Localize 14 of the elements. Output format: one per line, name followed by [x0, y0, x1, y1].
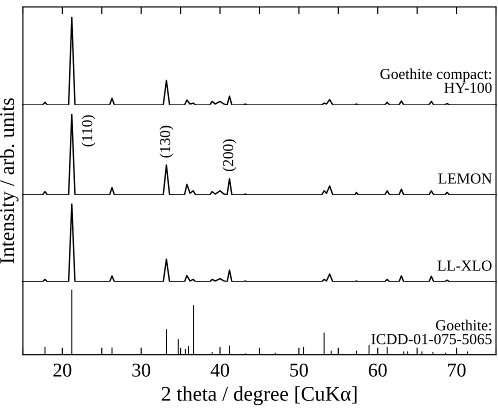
x-tick-label: 70	[448, 364, 466, 377]
series-label: LL-XLO	[438, 260, 492, 271]
x-axis-title: 2 theta / degree [CuKα]	[162, 386, 356, 406]
annotation: (110)	[82, 115, 96, 146]
annotation: (130)	[159, 126, 174, 158]
annotation: (200)	[222, 139, 236, 172]
x-tick-label: 30	[132, 364, 150, 377]
x-tick-label: 20	[53, 364, 72, 377]
series-label: Goethite compact: HY-100	[380, 68, 492, 93]
series-label: Goethite: ICDD-01-075-5065	[371, 320, 492, 344]
series-label: LEMON	[438, 173, 492, 184]
x-tick-label: 50	[290, 364, 308, 377]
x-tick-label: 40	[210, 364, 230, 377]
x-tick-label: 60	[368, 364, 387, 377]
